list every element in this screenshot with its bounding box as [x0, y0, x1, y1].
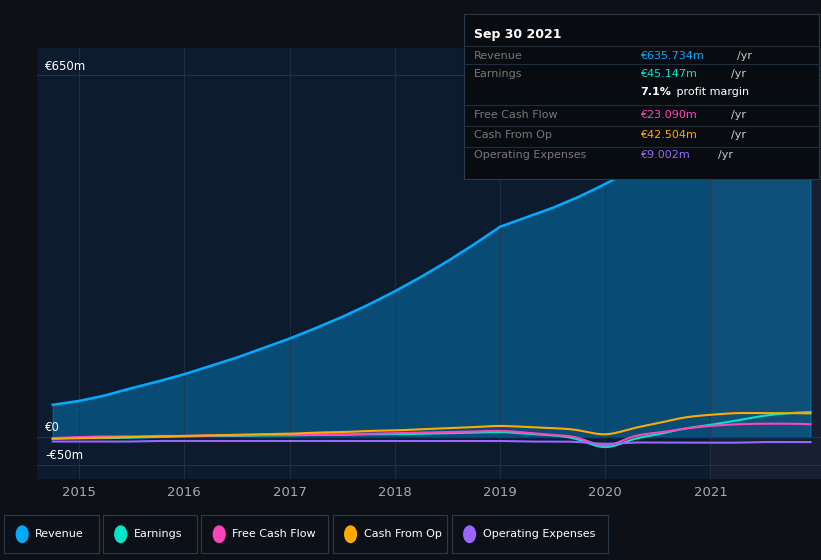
Text: /yr: /yr [731, 130, 745, 141]
Text: /yr: /yr [718, 151, 733, 161]
Text: Operating Expenses: Operating Expenses [474, 151, 586, 161]
Text: €0: €0 [45, 421, 60, 435]
Text: Free Cash Flow: Free Cash Flow [474, 110, 557, 120]
Text: €9.002m: €9.002m [640, 151, 690, 161]
Text: -€50m: -€50m [45, 449, 84, 462]
Text: profit margin: profit margin [673, 87, 750, 97]
Text: Revenue: Revenue [35, 529, 84, 539]
Bar [710, 48, 821, 479]
Text: Cash From Op: Cash From Op [364, 529, 442, 539]
Text: Sep 30 2021: Sep 30 2021 [474, 27, 562, 40]
Text: €635.734m: €635.734m [640, 51, 704, 61]
Text: €650m: €650m [45, 59, 86, 73]
Text: Revenue: Revenue [474, 51, 522, 61]
Text: Free Cash Flow: Free Cash Flow [232, 529, 316, 539]
Text: /yr: /yr [737, 51, 752, 61]
Text: Earnings: Earnings [474, 69, 522, 79]
Text: Operating Expenses: Operating Expenses [483, 529, 595, 539]
Text: Earnings: Earnings [134, 529, 182, 539]
Text: €23.090m: €23.090m [640, 110, 697, 120]
Text: €42.504m: €42.504m [640, 130, 697, 141]
Text: /yr: /yr [731, 110, 745, 120]
Text: 7.1%: 7.1% [640, 87, 672, 97]
Text: /yr: /yr [731, 69, 745, 79]
Text: €45.147m: €45.147m [640, 69, 697, 79]
Text: Cash From Op: Cash From Op [474, 130, 552, 141]
